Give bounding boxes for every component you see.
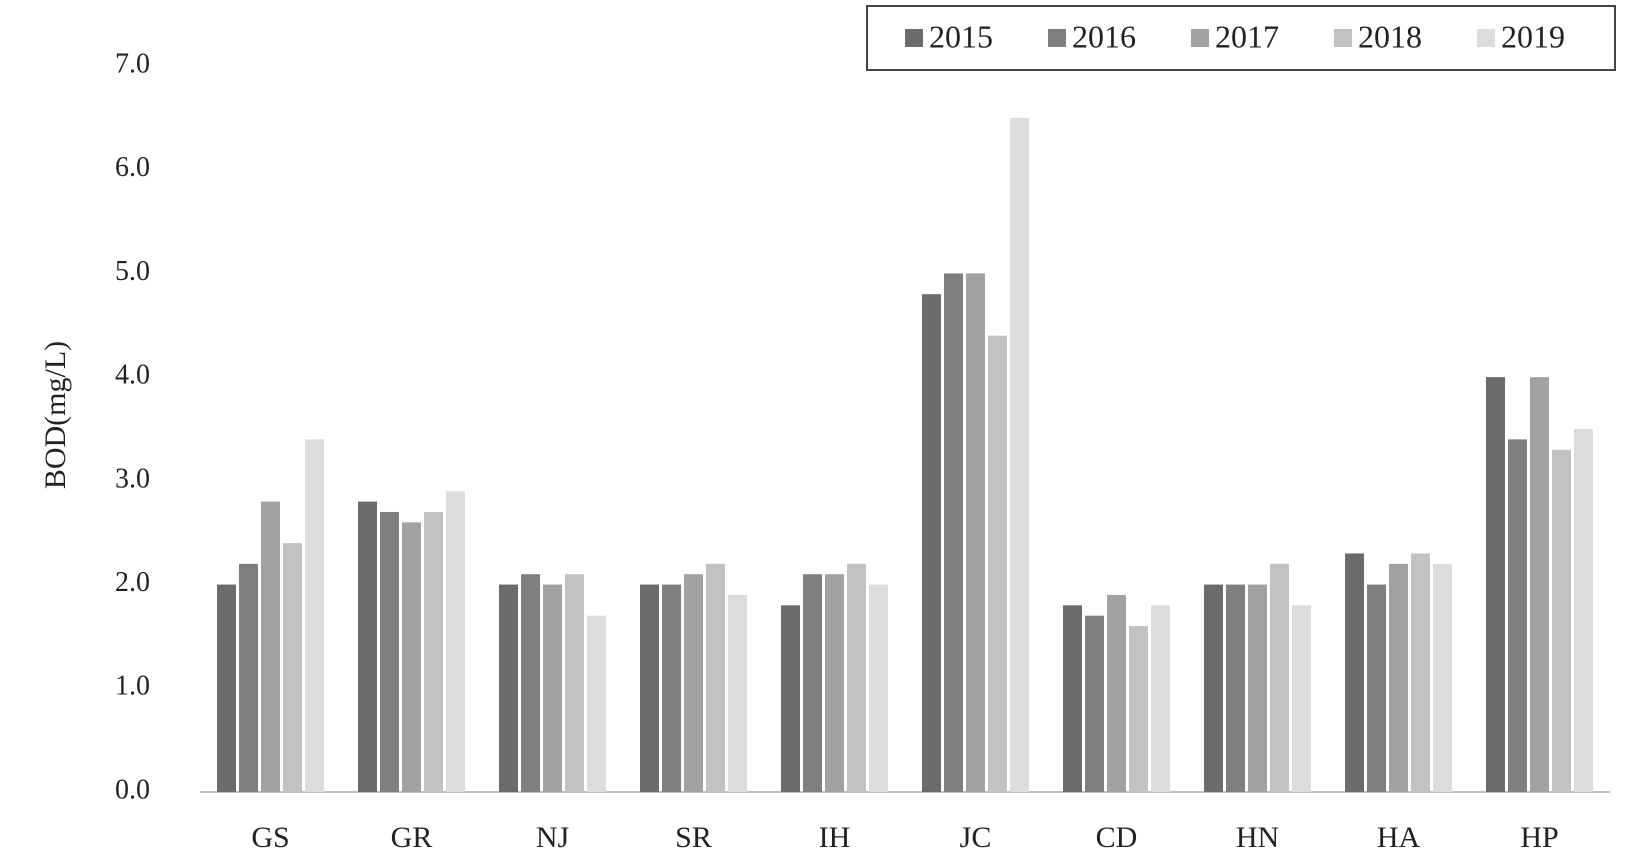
legend-swatch xyxy=(1334,29,1352,47)
legend-swatch xyxy=(1477,29,1495,47)
legend-label: 2017 xyxy=(1215,18,1279,54)
x-tick-label: HN xyxy=(1236,821,1279,850)
bar xyxy=(781,605,800,792)
bar xyxy=(1411,553,1430,792)
bar xyxy=(424,511,443,792)
bar xyxy=(239,563,258,792)
bar xyxy=(1292,605,1311,792)
bar xyxy=(1367,584,1386,792)
bar xyxy=(380,511,399,792)
y-tick-label: 3.0 xyxy=(115,463,150,494)
bar xyxy=(587,615,606,792)
y-tick-label: 5.0 xyxy=(115,256,150,287)
y-tick-label: 4.0 xyxy=(115,360,150,391)
bar xyxy=(803,574,822,792)
bar xyxy=(728,594,747,792)
bar xyxy=(1508,439,1527,792)
bar xyxy=(988,335,1007,792)
bar xyxy=(706,563,725,792)
bar xyxy=(521,574,540,792)
bar xyxy=(402,522,421,792)
bar xyxy=(446,491,465,792)
bar xyxy=(565,574,584,792)
y-axis-title: BOD(mg/L) xyxy=(39,341,72,489)
x-tick-label: GS xyxy=(251,821,289,850)
bar xyxy=(1129,626,1148,792)
bar xyxy=(261,501,280,792)
bar xyxy=(684,574,703,792)
legend-label: 2016 xyxy=(1072,18,1136,54)
legend-label: 2018 xyxy=(1358,18,1422,54)
bar xyxy=(1063,605,1082,792)
bar xyxy=(922,294,941,792)
bar xyxy=(662,584,681,792)
bar xyxy=(1530,377,1549,792)
x-tick-label: IH xyxy=(819,821,851,850)
x-tick-label: SR xyxy=(675,821,712,850)
bar xyxy=(543,584,562,792)
bar xyxy=(966,273,985,792)
bar xyxy=(1226,584,1245,792)
x-tick-label: HP xyxy=(1520,821,1558,850)
legend-swatch xyxy=(1048,29,1066,47)
x-tick-label: HA xyxy=(1377,821,1421,850)
bar xyxy=(358,501,377,792)
y-tick-label: 2.0 xyxy=(115,567,150,598)
bar xyxy=(1433,563,1452,792)
bar xyxy=(305,439,324,792)
bar xyxy=(944,273,963,792)
bar xyxy=(869,584,888,792)
bar xyxy=(1486,377,1505,792)
bar xyxy=(1345,553,1364,792)
bar xyxy=(1085,615,1104,792)
x-tick-label: JC xyxy=(960,821,992,850)
legend-label: 2015 xyxy=(929,18,993,54)
bar xyxy=(825,574,844,792)
bar xyxy=(1389,563,1408,792)
bar xyxy=(1204,584,1223,792)
bar xyxy=(499,584,518,792)
bar xyxy=(1552,449,1571,792)
x-tick-label: GR xyxy=(391,821,433,850)
x-tick-label: CD xyxy=(1096,821,1138,850)
bar xyxy=(1574,429,1593,792)
y-tick-label: 7.0 xyxy=(115,48,150,79)
legend-swatch xyxy=(905,29,923,47)
legend-label: 2019 xyxy=(1501,18,1565,54)
y-tick-label: 0.0 xyxy=(115,774,150,805)
legend-swatch xyxy=(1191,29,1209,47)
bar xyxy=(1248,584,1267,792)
bar xyxy=(1010,117,1029,793)
bar xyxy=(1270,563,1289,792)
bar xyxy=(640,584,659,792)
bar xyxy=(847,563,866,792)
x-tick-label: NJ xyxy=(536,821,570,850)
bar xyxy=(217,584,236,792)
y-tick-label: 6.0 xyxy=(115,152,150,183)
y-tick-label: 1.0 xyxy=(115,671,150,702)
bar xyxy=(1151,605,1170,792)
bar xyxy=(283,543,302,792)
bar xyxy=(1107,594,1126,792)
